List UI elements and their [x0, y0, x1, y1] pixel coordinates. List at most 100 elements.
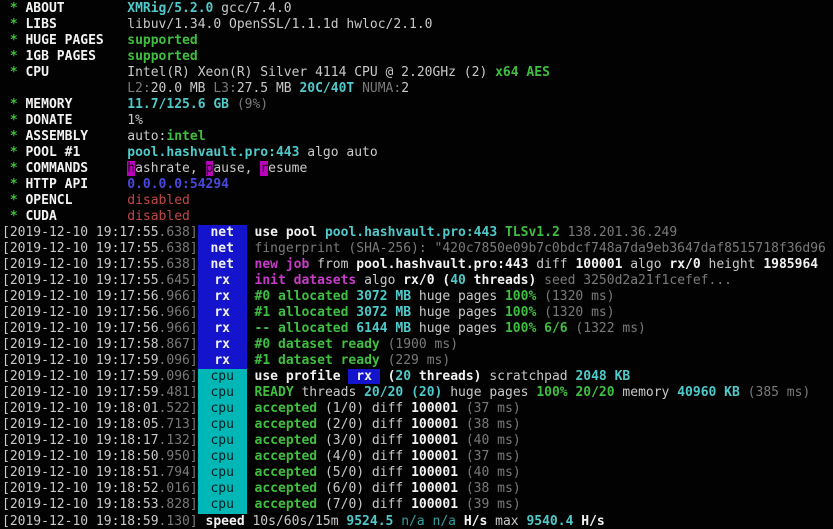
text-segment: CUDA	[25, 209, 57, 225]
text-segment: *	[2, 209, 26, 225]
text-segment: speed	[205, 513, 245, 529]
text-segment: diff	[528, 257, 576, 273]
log-accepted-5: [2019-12-10 19:18:51.794] cpu accepted (5…	[2, 465, 833, 482]
text-segment: (2/0) diff	[317, 417, 412, 433]
text-segment: 2	[401, 81, 410, 97]
log-accepted-1: [2019-12-10 19:18:01.522] cpu accepted (1…	[2, 401, 833, 418]
text-segment: .645]	[158, 273, 198, 289]
log-use-pool: [2019-12-10 19:17:55.638] net use pool po…	[2, 225, 833, 242]
1gb-pages-line: * 1GB PAGES supported	[2, 49, 833, 65]
text-segment: .522]	[158, 401, 198, 417]
text-segment: *	[2, 145, 26, 161]
text-segment: .713]	[158, 417, 198, 433]
text-segment: [2019-12-10 19:18:51	[2, 465, 159, 481]
log-speed: [2019-12-10 19:18:59.130] speed 10s/60s/…	[2, 514, 833, 529]
text-segment: .096]	[158, 353, 198, 369]
text-segment: (5/0) diff	[317, 465, 412, 481]
text-segment: MEMORY	[25, 97, 73, 113]
text-segment	[247, 273, 255, 288]
text-segment	[247, 369, 255, 384]
text-segment: CPU	[25, 65, 49, 81]
text-segment	[65, 1, 128, 16]
text-segment	[104, 33, 127, 48]
rx-log-badge: rx	[197, 305, 247, 322]
text-segment: 100% 20/20	[536, 385, 615, 401]
text-segment: 9540.4	[526, 513, 574, 529]
text-segment: [2019-12-10 19:17:56	[2, 289, 159, 305]
text-segment: threads)	[465, 273, 537, 289]
log-accepted-3: [2019-12-10 19:18:17.132] cpu accepted (3…	[2, 433, 833, 450]
log-accepted-2: [2019-12-10 19:18:05.713] cpu accepted (2…	[2, 417, 833, 434]
text-segment: .638]	[158, 257, 198, 273]
log-new-job: [2019-12-10 19:17:55.638] net new job fro…	[2, 257, 833, 274]
text-segment: 20	[395, 369, 412, 385]
profile-badge: rx	[348, 369, 380, 385]
text-segment: 11.7/125.6 GB	[127, 97, 229, 113]
text-segment: #0 allocated	[254, 289, 349, 305]
text-segment: accepted	[254, 449, 318, 465]
command-hotkey: h	[127, 161, 136, 177]
text-segment: [2019-12-10 19:18:53	[2, 497, 159, 513]
text-segment: *	[2, 177, 26, 193]
text-segment: disabled	[127, 209, 190, 225]
cpu-line: * CPU Intel(R) Xeon(R) Silver 4114 CPU @…	[2, 65, 833, 81]
text-segment: XMRig/5.2.0	[127, 1, 214, 16]
text-segment: accepted	[254, 401, 318, 417]
text-segment: ASSEMBLY	[25, 129, 89, 145]
text-segment: (3/0) diff	[317, 433, 412, 449]
log-dataset-ready-0: [2019-12-10 19:17:58.867] rx #0 dataset r…	[2, 337, 833, 354]
text-segment: init datasets	[254, 273, 357, 289]
text-segment: [2019-12-10 19:17:55	[2, 273, 159, 289]
cpu-log-badge: cpu	[197, 385, 247, 402]
text-segment	[247, 497, 255, 512]
text-segment	[72, 97, 127, 112]
text-segment: *	[2, 161, 26, 177]
text-segment: L2:	[127, 81, 151, 97]
text-segment: .966]	[158, 289, 198, 305]
text-segment: .016]	[158, 481, 198, 497]
rx-log-badge: rx	[197, 321, 247, 338]
text-segment: L3:	[213, 81, 237, 97]
text-segment: .828]	[158, 497, 198, 513]
text-segment: (40 ms)	[458, 465, 521, 481]
text-segment: 100001	[411, 401, 459, 417]
text-segment	[2, 81, 127, 96]
assembly-line: * ASSEMBLY auto:intel	[2, 129, 833, 145]
text-segment: height	[700, 257, 764, 273]
net-log-badge: net	[197, 241, 247, 258]
text-segment: [2019-12-10 19:17:59	[2, 369, 159, 385]
text-segment: x64 AES	[495, 65, 550, 81]
text-segment: .096]	[158, 369, 198, 385]
text-segment: #1 dataset ready	[254, 353, 380, 369]
text-segment: [2019-12-10 19:17:59	[2, 385, 159, 401]
log-ready: [2019-12-10 19:17:59.481] cpu READY threa…	[2, 385, 833, 402]
text-segment: [2019-12-10 19:17:55	[2, 257, 159, 273]
text-segment: (1900 ms)	[379, 337, 459, 353]
text-segment: threads)	[411, 369, 482, 385]
text-segment: [2019-12-10 19:17:56	[2, 305, 159, 321]
text-segment: .130]	[158, 513, 198, 529]
text-segment: 9524.5	[346, 513, 394, 529]
rx-log-badge: rx	[197, 353, 247, 370]
text-segment: 100001	[575, 257, 623, 273]
text-segment	[57, 17, 127, 32]
text-segment: 27.5 MB	[236, 81, 300, 97]
text-segment: supported	[127, 49, 198, 65]
text-segment: -- allocated	[254, 321, 349, 337]
command-hotkey: r	[260, 161, 269, 177]
text-segment: (40 ms)	[458, 433, 521, 449]
cpu-log-badge: cpu	[197, 497, 247, 514]
text-segment: 1%	[127, 113, 143, 129]
text-segment: HUGE PAGES	[25, 33, 104, 49]
text-segment: n/a n/a	[393, 513, 464, 529]
text-segment: TLSv1.2	[504, 225, 560, 241]
text-segment: *	[2, 65, 26, 81]
text-segment: 100001	[411, 449, 459, 465]
text-segment: .638]	[158, 225, 198, 241]
text-segment: *	[2, 17, 26, 33]
text-segment: .794]	[158, 465, 198, 481]
text-segment: (7/0) diff	[317, 497, 412, 513]
rx-log-badge: rx	[197, 289, 247, 306]
text-segment: .638]	[158, 241, 198, 257]
http-api-line: * HTTP API 0.0.0.0:54294	[2, 177, 833, 193]
